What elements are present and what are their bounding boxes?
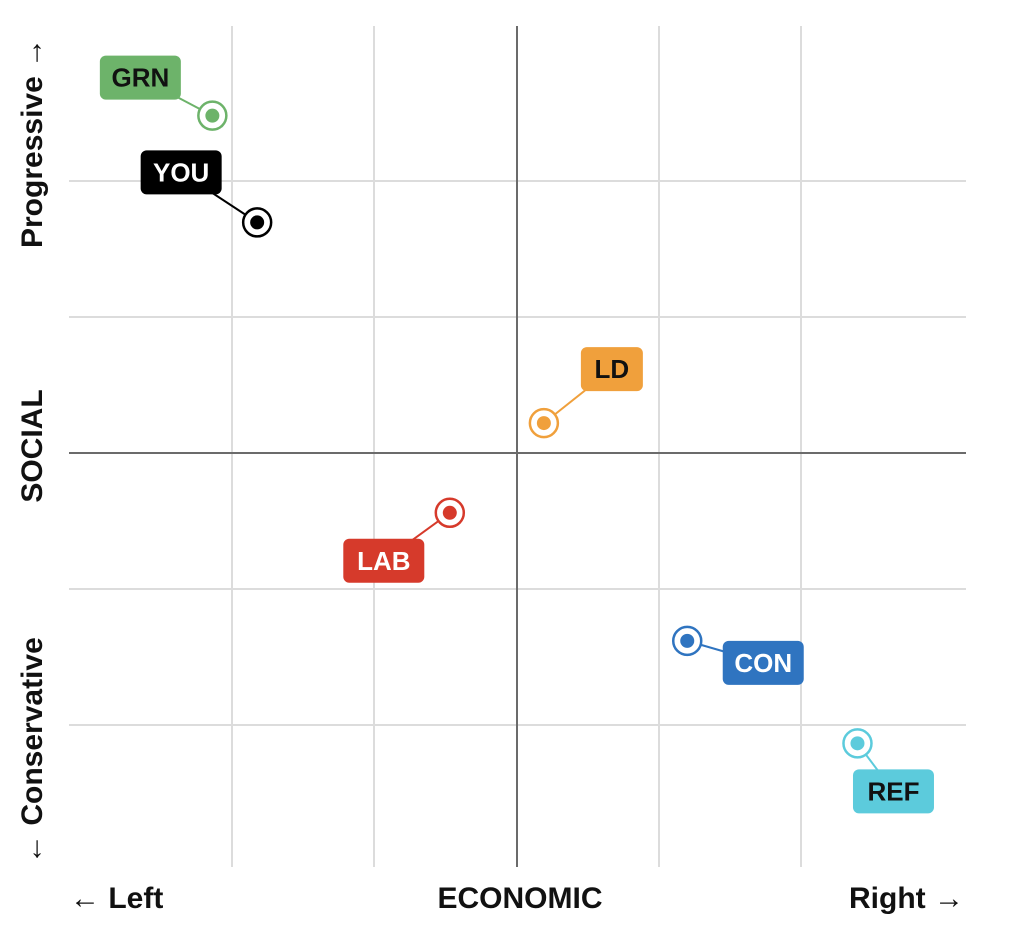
point-con: CON bbox=[671, 625, 804, 685]
label-box bbox=[852, 769, 934, 814]
marker-dot bbox=[205, 108, 220, 123]
x-axis-title: ECONOMIC bbox=[438, 882, 603, 915]
label-box bbox=[722, 640, 804, 685]
point-label: LD bbox=[595, 354, 630, 384]
marker-dot bbox=[442, 505, 457, 520]
data-points: GRN YOU LD LAB CON REF bbox=[99, 55, 934, 814]
y-axis-title: SOCIAL bbox=[16, 389, 49, 502]
point-grn: GRN bbox=[99, 55, 228, 131]
label-box bbox=[343, 538, 425, 583]
y-axis-top-label: Progressive → bbox=[16, 38, 49, 248]
marker-dot bbox=[250, 215, 265, 230]
point-lab: LAB bbox=[343, 497, 466, 583]
point-label: REF bbox=[867, 776, 919, 806]
point-ref: REF bbox=[842, 728, 934, 814]
x-axis-left-label: ← Left bbox=[70, 882, 163, 915]
point-label: LAB bbox=[357, 546, 410, 576]
label-box bbox=[99, 55, 181, 100]
label-box bbox=[580, 347, 643, 392]
point-label: CON bbox=[734, 648, 792, 678]
point-label: GRN bbox=[111, 63, 169, 93]
point-ld: LD bbox=[528, 347, 643, 439]
y-axis-bottom-label: ← Conservative bbox=[16, 637, 49, 864]
axes bbox=[69, 26, 966, 867]
marker-dot bbox=[680, 633, 695, 648]
marker-dot bbox=[850, 736, 865, 751]
x-axis-right-label: Right → bbox=[849, 882, 964, 915]
point-label: YOU bbox=[153, 157, 209, 187]
marker-dot bbox=[536, 416, 551, 431]
label-box bbox=[140, 150, 222, 195]
point-you: YOU bbox=[140, 150, 273, 238]
